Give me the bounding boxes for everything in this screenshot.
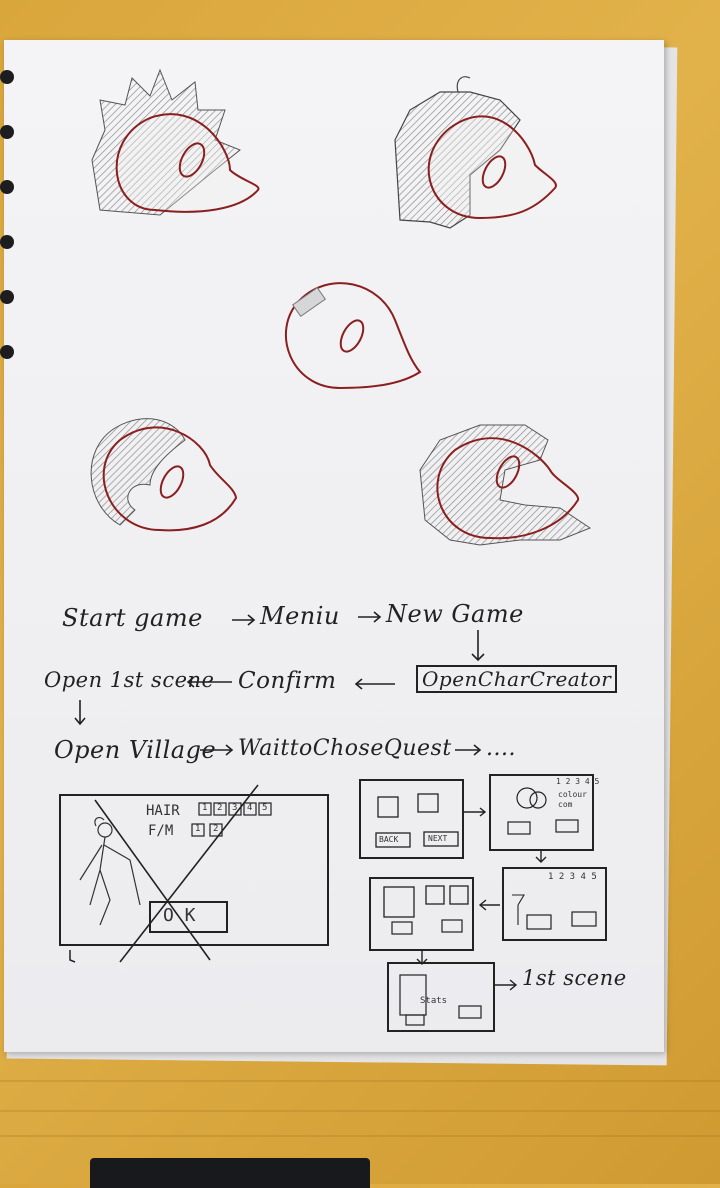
spiral-ring xyxy=(0,345,14,359)
gender-option-1: 1 xyxy=(195,824,201,834)
panel2-colour: colour xyxy=(558,790,587,799)
storyboard-panels xyxy=(359,774,607,1032)
head-bob-hair xyxy=(394,76,557,229)
hair-option-4: 4 xyxy=(247,803,253,813)
ok-button-sketch: O K xyxy=(163,905,196,926)
flow-menu: Meniu xyxy=(260,602,340,630)
hair-option-1: 1 xyxy=(202,803,208,813)
head-swept-hair xyxy=(419,424,592,546)
storyboard-end-label: 1st scene xyxy=(522,966,627,990)
spiral-ring xyxy=(0,235,14,249)
head-bald xyxy=(284,282,422,390)
spiral-ring xyxy=(0,70,14,84)
flow-ellipsis: .... xyxy=(486,736,516,761)
gender-label: F/M xyxy=(148,823,174,839)
hair-option-3: 3 xyxy=(232,803,238,813)
panel2-com: com xyxy=(558,800,573,809)
flow-confirm: Confirm xyxy=(238,668,337,694)
spiral-ring xyxy=(0,290,14,304)
flow-wait-to-choose-quest: WaittoChoseQuest xyxy=(238,736,452,761)
creator-screen-sketch xyxy=(59,784,329,963)
hair-option-2: 2 xyxy=(217,803,223,813)
flow-arrows xyxy=(74,611,485,756)
pen xyxy=(90,1158,370,1188)
spiral-ring xyxy=(0,125,14,139)
panel2-numbers: 1 2 3 4 5 xyxy=(556,777,600,786)
head-spiky-hair xyxy=(91,68,260,216)
flow-open-1st-scene: Open 1st scene xyxy=(44,668,215,692)
spiral-ring xyxy=(0,180,14,194)
next-button-sketch: NEXT xyxy=(428,834,448,843)
hair-option-5: 5 xyxy=(262,803,268,813)
flow-start-game: Start game xyxy=(62,604,203,632)
flow-open-char-creator: OpenCharCreator xyxy=(416,665,618,693)
flow-new-game: New Game xyxy=(386,600,524,628)
panel5-stats: Stats xyxy=(420,996,448,1006)
hair-label: HAIR xyxy=(146,803,180,819)
gender-option-2: 2 xyxy=(213,824,219,834)
head-short-hair xyxy=(90,418,238,532)
panel4-numbers: 1 2 3 4 5 xyxy=(548,872,597,882)
back-button-sketch: BACK xyxy=(379,835,399,844)
character-figure xyxy=(79,816,141,926)
flow-open-village: Open Village xyxy=(54,736,217,764)
